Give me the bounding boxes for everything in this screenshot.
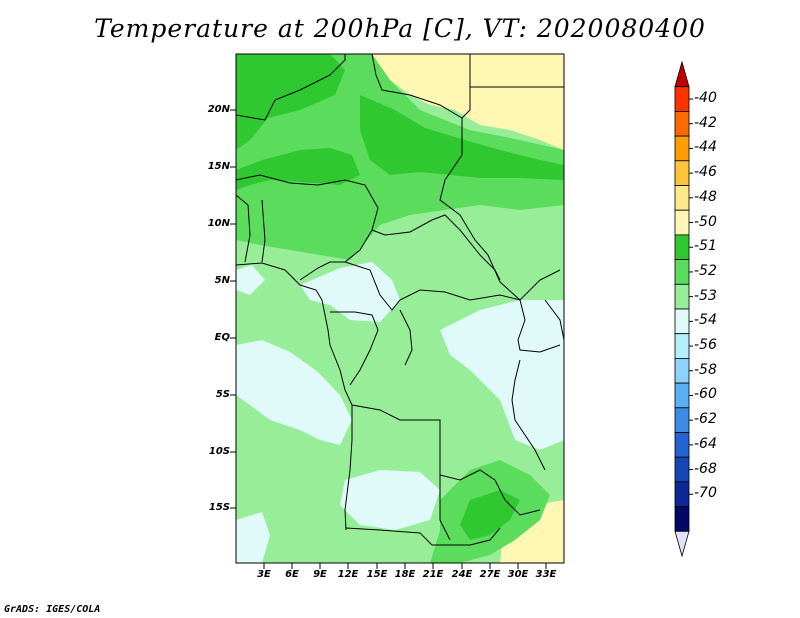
chart-title: Temperature at 200hPa [C], VT: 202008040… [94, 14, 706, 43]
field-cyan-east [440, 300, 564, 450]
colorbar-swatch [674, 407, 690, 433]
plot-frame [235, 53, 565, 564]
colorbar-swatch [674, 86, 690, 112]
colorbar-swatch [674, 283, 690, 310]
field-green-51-north [236, 54, 345, 150]
colorbar-swatch [674, 382, 690, 409]
colorbar-swatch [674, 357, 690, 384]
lon-label: 24E [451, 569, 473, 580]
colorbar-label: -54 [694, 312, 717, 329]
colorbar-label: -44 [694, 139, 717, 156]
field-green-51-se [460, 490, 520, 540]
lon-label: 12E [337, 569, 359, 580]
country-borders [236, 54, 564, 546]
lat-label: 15S [208, 502, 230, 513]
colorbar-label: -51 [694, 238, 717, 255]
colorbar-label: -60 [694, 386, 717, 403]
colorbar-label: -70 [694, 485, 717, 502]
lat-label: 10S [208, 446, 230, 457]
lon-label: 33E [535, 569, 557, 580]
field-cyan-west [236, 340, 352, 445]
field-yellow-50-ne [372, 54, 564, 150]
colorbar-swatch [674, 111, 690, 137]
colorbar-label: -46 [694, 164, 717, 181]
colorbar-swatch [674, 432, 690, 458]
lon-label: 21E [422, 569, 444, 580]
field-green-51-sudan [360, 95, 564, 180]
colorbar-label: -50 [694, 213, 717, 230]
colorbar-label: -68 [694, 460, 717, 477]
colorbar-label: -62 [694, 411, 717, 428]
lon-label: 27E [479, 569, 501, 580]
field-cyan-south [340, 470, 440, 530]
footer-credit: GrADS: IGES/COLA [4, 604, 101, 615]
lon-ticks [263, 563, 547, 569]
lat-label: 5S [215, 389, 230, 400]
lat-label: 20N [207, 104, 230, 115]
colorbar-label: -56 [694, 337, 717, 354]
colorbar-swatch [674, 160, 690, 186]
colorbar-label: -40 [694, 90, 717, 107]
field-cyan-central [300, 262, 400, 322]
field-green-51-sahel [236, 148, 360, 190]
lon-label: 3E [257, 569, 271, 580]
colorbar-swatch [674, 506, 690, 532]
colorbar [674, 60, 693, 558]
lon-label: 6E [285, 569, 299, 580]
lat-label: 10N [207, 218, 230, 229]
lat-label: EQ [214, 332, 230, 343]
colorbar-label: -53 [694, 287, 717, 304]
lat-label: 5N [214, 275, 230, 286]
colorbar-swatch [674, 333, 690, 359]
field-cyan-lakechad [236, 265, 265, 295]
colorbar-label: -42 [694, 114, 717, 131]
colorbar-swatch [674, 209, 690, 236]
colorbar-swatch [674, 481, 690, 507]
colorbar-label: -58 [694, 361, 717, 378]
lon-label: 18E [394, 569, 416, 580]
lon-label: 30E [507, 569, 529, 580]
colorbar-label: -64 [694, 435, 717, 452]
colorbar-swatch [674, 530, 690, 558]
colorbar-swatch [674, 234, 690, 260]
lon-label: 9E [313, 569, 327, 580]
lat-label: 15N [207, 161, 230, 172]
colorbar-label: -52 [694, 262, 717, 279]
colorbar-swatch [674, 308, 690, 335]
colorbar-swatch [674, 135, 690, 162]
lat-ticks [230, 109, 236, 509]
field-cyan-sw [236, 512, 270, 563]
colorbar-swatch [674, 185, 690, 211]
colorbar-swatch [674, 259, 690, 285]
colorbar-swatch [674, 60, 690, 88]
colorbar-label: -48 [694, 188, 717, 205]
lon-label: 15E [366, 569, 388, 580]
colorbar-swatch [674, 456, 690, 483]
temperature-field [236, 54, 564, 563]
